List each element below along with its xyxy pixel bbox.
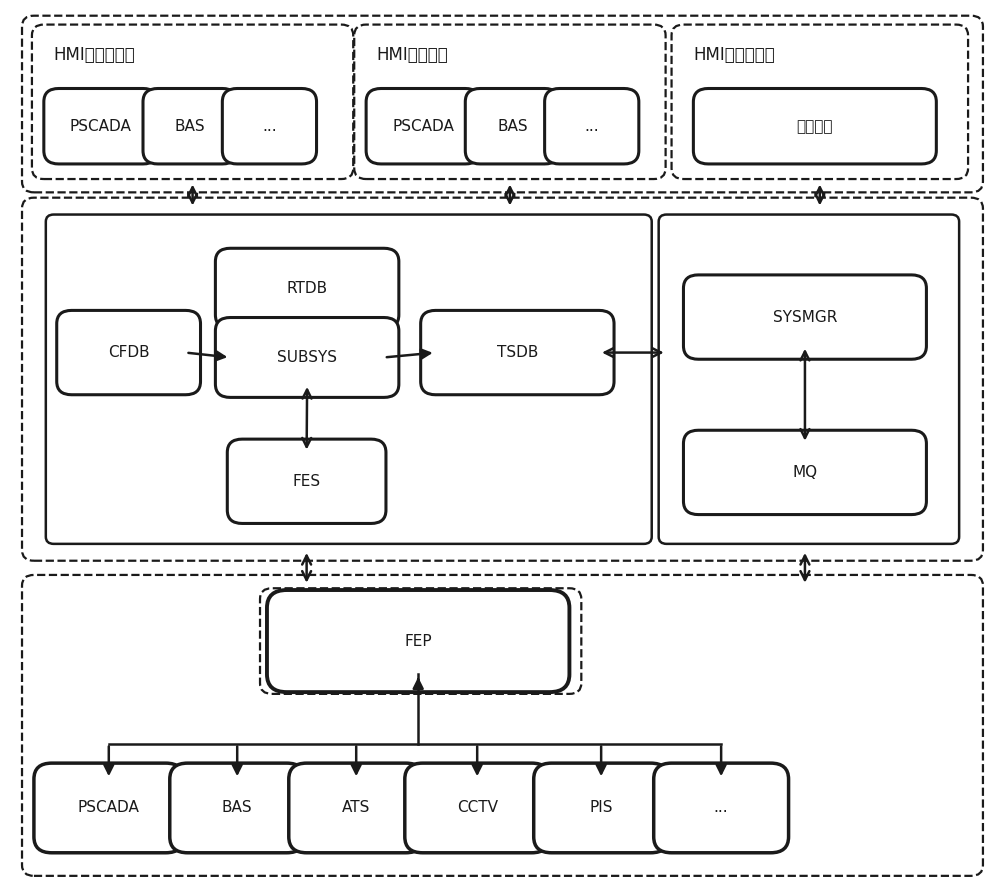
Text: RTDB: RTDB (287, 280, 328, 296)
FancyBboxPatch shape (683, 275, 926, 359)
Text: PSCADA: PSCADA (392, 119, 454, 134)
Text: ...: ... (262, 119, 277, 134)
Text: ...: ... (714, 800, 728, 815)
FancyBboxPatch shape (693, 89, 936, 164)
Text: PIS: PIS (589, 800, 613, 815)
FancyBboxPatch shape (465, 89, 560, 164)
FancyBboxPatch shape (215, 248, 399, 328)
Text: PSCADA: PSCADA (70, 119, 132, 134)
FancyBboxPatch shape (659, 214, 959, 544)
Text: ...: ... (584, 119, 599, 134)
Text: HMI管理客户端: HMI管理客户端 (693, 46, 775, 64)
FancyBboxPatch shape (405, 763, 550, 853)
Text: MQ: MQ (792, 465, 818, 480)
FancyBboxPatch shape (170, 763, 305, 853)
FancyBboxPatch shape (421, 310, 614, 395)
FancyBboxPatch shape (227, 439, 386, 523)
Text: BAS: BAS (175, 119, 205, 134)
FancyBboxPatch shape (545, 89, 639, 164)
FancyBboxPatch shape (289, 763, 424, 853)
FancyBboxPatch shape (654, 763, 789, 853)
FancyBboxPatch shape (222, 89, 317, 164)
Text: 管理工具: 管理工具 (797, 119, 833, 134)
FancyBboxPatch shape (534, 763, 669, 853)
Text: PSCADA: PSCADA (78, 800, 140, 815)
FancyBboxPatch shape (215, 317, 399, 398)
FancyBboxPatch shape (267, 590, 569, 692)
Text: ATS: ATS (342, 800, 370, 815)
Text: HMI监控客户端: HMI监控客户端 (54, 46, 136, 64)
Text: CCTV: CCTV (457, 800, 498, 815)
Text: TSDB: TSDB (497, 345, 538, 360)
FancyBboxPatch shape (143, 89, 237, 164)
FancyBboxPatch shape (683, 430, 926, 514)
FancyBboxPatch shape (57, 310, 201, 395)
FancyBboxPatch shape (34, 763, 184, 853)
FancyBboxPatch shape (366, 89, 480, 164)
Text: HMI组态工具: HMI组态工具 (376, 46, 448, 64)
Text: SYSMGR: SYSMGR (773, 310, 837, 324)
Text: FEP: FEP (404, 633, 432, 649)
Text: BAS: BAS (222, 800, 253, 815)
Text: FES: FES (293, 474, 321, 489)
Text: SUBSYS: SUBSYS (277, 350, 337, 365)
Text: BAS: BAS (497, 119, 528, 134)
Text: CFDB: CFDB (108, 345, 149, 360)
FancyBboxPatch shape (44, 89, 158, 164)
FancyBboxPatch shape (46, 214, 652, 544)
